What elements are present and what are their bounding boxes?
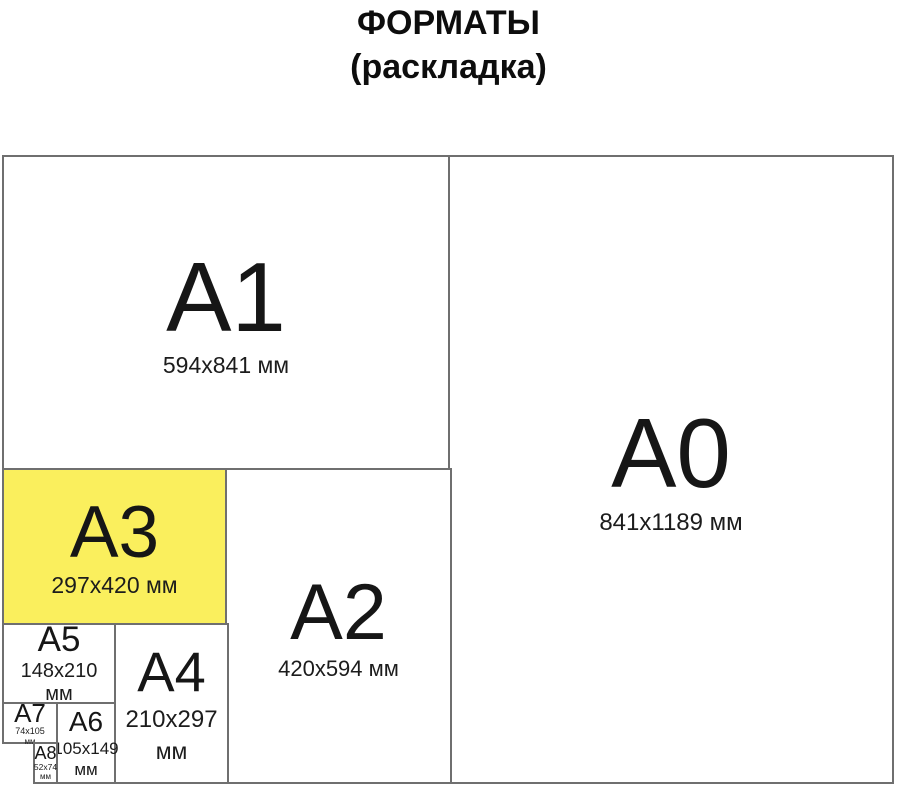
- format-size-a4: 210x297: [125, 705, 218, 733]
- format-unit-a4: мм: [155, 738, 188, 765]
- format-box-a6: A6 105x149 мм: [53, 702, 119, 784]
- format-label-a2: A2: [290, 566, 387, 656]
- format-size-a5: 148x210: [20, 660, 98, 682]
- format-dims-a0: 841x1189 мм: [599, 508, 743, 536]
- format-box-a3-highlighted: A3 297x420 мм: [2, 468, 227, 625]
- format-label-a8: A8: [34, 743, 57, 764]
- format-label-a7: A7: [14, 698, 46, 729]
- page-title: ФОРМАТЫ (раскладка): [0, 1, 897, 89]
- format-box-a8: A8 52x74 мм: [33, 742, 58, 784]
- format-size-a8: 52x74: [33, 762, 58, 773]
- title-line1: ФОРМАТЫ: [357, 4, 540, 42]
- format-size-a6: 105x149: [53, 738, 119, 758]
- format-unit-a7: мм: [24, 736, 36, 746]
- format-label-a0: A0: [611, 397, 731, 508]
- format-box-a7: A7 74x105 мм: [2, 698, 58, 746]
- format-unit-a5: мм: [45, 683, 73, 705]
- format-box-a5: A5 148x210 мм: [2, 620, 116, 705]
- format-label-a4: A4: [137, 639, 206, 703]
- format-label-a5: A5: [37, 620, 81, 659]
- format-box-a1: A1 594x841 мм: [2, 155, 450, 470]
- format-label-a1: A1: [166, 241, 286, 352]
- format-unit-a8: мм: [40, 772, 51, 782]
- format-size-a7: 74x105: [15, 726, 45, 737]
- format-unit-a6: мм: [74, 759, 98, 779]
- format-label-a6: A6: [68, 705, 104, 737]
- title-line2: (раскладка): [350, 48, 547, 86]
- format-label-a3: A3: [69, 491, 160, 573]
- format-dims-a2: 420x594 мм: [278, 655, 399, 681]
- format-dims-a1: 594x841 мм: [162, 351, 290, 378]
- paper-formats-diagram: A1 594x841 мм A0 841x1189 мм A2 420x594 …: [2, 155, 894, 784]
- format-box-a2: A2 420x594 мм: [225, 468, 452, 784]
- format-dims-a3: 297x420 мм: [51, 571, 178, 598]
- format-box-a0: A0 841x1189 мм: [448, 155, 894, 784]
- format-box-a4: A4 210x297 мм: [114, 623, 229, 784]
